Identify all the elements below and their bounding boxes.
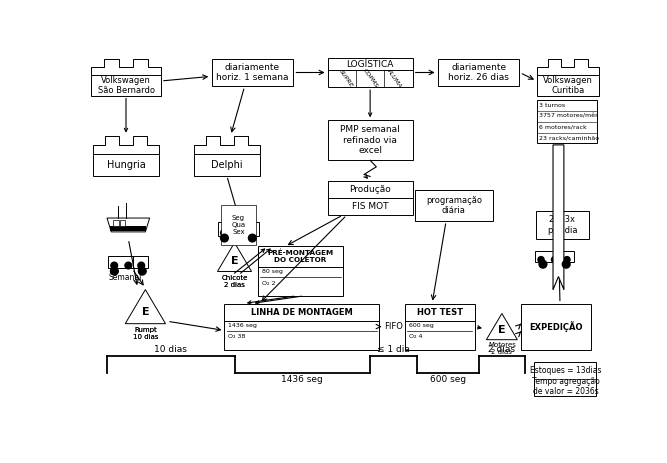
Circle shape (552, 257, 558, 263)
Bar (257, 246, 343, 296)
Text: diariamente
horiz. 1 semana: diariamente horiz. 1 semana (216, 63, 289, 82)
Text: Seg
Qua
Sex: Seg Qua Sex (231, 215, 245, 235)
Text: O₂ 2: O₂ 2 (261, 281, 275, 286)
Text: 600 seg: 600 seg (430, 375, 466, 384)
Text: LOGÍSTICA: LOGÍSTICA (346, 60, 394, 69)
Circle shape (235, 229, 242, 237)
Text: programação
diária: programação diária (426, 196, 482, 215)
Bar (243, 223, 259, 236)
Text: Volkswagen
São Bernardo: Volkswagen São Bernardo (97, 76, 155, 95)
Text: Rumpt
10 dias: Rumpt 10 dias (133, 327, 158, 340)
Polygon shape (194, 136, 259, 154)
Text: PMP semanal
refinado via
excel: PMP semanal refinado via excel (340, 125, 400, 155)
Polygon shape (486, 313, 518, 340)
Text: Chicote
2 dias: Chicote 2 dias (221, 275, 247, 288)
Circle shape (562, 260, 570, 268)
Text: E: E (231, 257, 238, 266)
Bar (415, 190, 492, 221)
Text: 3757 motores/mês: 3757 motores/mês (539, 114, 598, 119)
Circle shape (248, 234, 256, 242)
Circle shape (125, 262, 131, 269)
Polygon shape (91, 59, 161, 75)
Text: Chicote
2 dias: Chicote 2 dias (221, 275, 247, 288)
Text: COPMS: COPMS (362, 68, 379, 89)
Text: SUPRE: SUPRE (338, 69, 354, 88)
Bar (327, 58, 413, 87)
Text: Estoques = 13dias: Estoques = 13dias (530, 366, 601, 375)
Text: E: E (141, 307, 149, 317)
Bar (438, 59, 520, 87)
Bar (194, 154, 259, 175)
Bar (111, 226, 146, 232)
Bar (113, 219, 119, 226)
Text: FIFO: FIFO (384, 322, 403, 331)
Circle shape (111, 267, 118, 275)
Text: 600 seg: 600 seg (409, 323, 434, 328)
Text: 3 turnos: 3 turnos (539, 103, 565, 108)
Circle shape (138, 267, 146, 275)
Text: 1436 seg: 1436 seg (228, 323, 257, 328)
Bar (93, 154, 159, 175)
Text: O₂ 4: O₂ 4 (409, 334, 422, 339)
Text: Motores
2 dias: Motores 2 dias (488, 342, 516, 355)
Text: E: E (498, 325, 506, 336)
Bar (559, 251, 574, 262)
Circle shape (221, 234, 228, 242)
Text: 1436 seg: 1436 seg (281, 375, 323, 384)
Text: Hungria: Hungria (107, 160, 145, 169)
Bar (211, 59, 293, 87)
Circle shape (221, 229, 228, 237)
Text: Tempo agregação
de valor = 2036s: Tempo agregação de valor = 2036s (532, 377, 600, 396)
Text: Delphi: Delphi (211, 160, 243, 169)
Text: ≤ 1 dia: ≤ 1 dia (377, 344, 410, 354)
Text: O₂ 38: O₂ 38 (228, 334, 245, 339)
Text: 2 dias: 2 dias (488, 344, 516, 354)
Polygon shape (107, 218, 149, 232)
Bar (224, 304, 380, 350)
Text: Rumpt
10 dias: Rumpt 10 dias (133, 327, 158, 340)
Text: LINHA DE MONTAGEM: LINHA DE MONTAGEM (251, 308, 353, 317)
Circle shape (564, 257, 570, 263)
Text: FIS MOT: FIS MOT (352, 202, 388, 211)
Bar (108, 256, 133, 268)
Circle shape (138, 262, 145, 269)
Text: 23 racks/caminhão: 23 racks/caminhão (539, 136, 599, 140)
Text: Produção: Produção (350, 185, 391, 194)
Polygon shape (553, 145, 564, 289)
Bar (537, 75, 599, 95)
Bar (405, 304, 475, 350)
Text: 80 seg: 80 seg (261, 269, 283, 274)
Circle shape (539, 260, 547, 268)
Bar (91, 75, 161, 95)
Bar (133, 256, 149, 268)
Bar (327, 120, 413, 160)
Text: 6 motores/rack: 6 motores/rack (539, 125, 587, 130)
Bar (120, 219, 125, 226)
Text: HOT TEST: HOT TEST (417, 308, 463, 317)
Polygon shape (537, 59, 599, 75)
Bar (521, 304, 591, 350)
Bar (535, 251, 559, 262)
Bar (536, 211, 589, 239)
Circle shape (538, 257, 544, 263)
Text: 2 a 3x
por dia: 2 a 3x por dia (548, 215, 577, 235)
Text: EXPEDIÇÃO: EXPEDIÇÃO (530, 321, 583, 332)
Circle shape (247, 229, 255, 237)
Circle shape (111, 262, 117, 269)
Text: PLUMA: PLUMA (386, 69, 402, 89)
Bar (537, 100, 597, 144)
Bar (327, 181, 413, 215)
Text: Semanal: Semanal (108, 274, 141, 282)
Text: diariamente
horiz. 26 dias: diariamente horiz. 26 dias (448, 63, 509, 82)
Bar (218, 223, 243, 236)
Text: 10 dias: 10 dias (154, 344, 187, 354)
Text: PRÉ-MONTAGEM
DO COLETOR: PRÉ-MONTAGEM DO COLETOR (267, 250, 334, 263)
Bar (534, 362, 596, 396)
Text: Volkswagen
Curitiba: Volkswagen Curitiba (543, 76, 593, 95)
Polygon shape (93, 136, 159, 154)
Polygon shape (125, 290, 165, 324)
Polygon shape (217, 243, 251, 271)
